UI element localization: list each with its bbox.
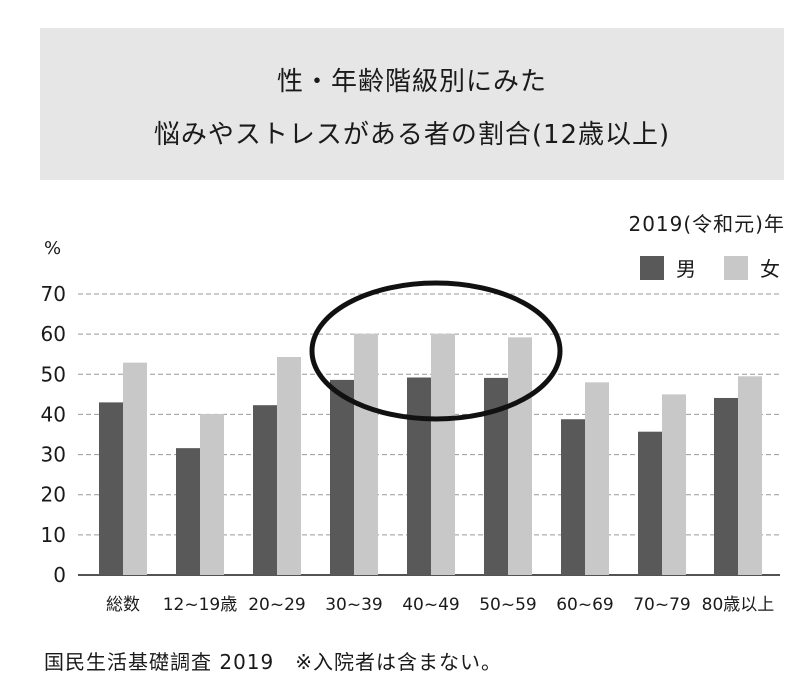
y-tick-label: 50 [41, 362, 66, 386]
bar-female [662, 394, 686, 575]
bar-female [123, 362, 147, 575]
year-label: 2019(令和元)年 [628, 212, 785, 236]
y-tick-label: 40 [41, 402, 66, 426]
bar-male [561, 419, 585, 575]
legend-swatch-male [640, 255, 664, 280]
y-tick-label: 0 [53, 563, 66, 587]
bar-male [99, 402, 123, 575]
chart-title-line-1: 性・年齢階級別にみた [276, 67, 547, 97]
bar-male [407, 377, 431, 575]
chart-title-box: 性・年齢階級別にみた 悩みやストレスがある者の割合(12歳以上) [40, 28, 784, 180]
legend-label-female: 女 [760, 257, 780, 281]
y-tick-label: 20 [41, 483, 66, 507]
y-tick-label: 60 [41, 322, 66, 346]
legend-item-male: 男 [640, 253, 696, 282]
highlight-ellipse [309, 280, 563, 422]
bar-female [585, 382, 609, 575]
y-tick-label: 70 [41, 282, 66, 306]
bar-female [200, 414, 224, 575]
x-tick-label: 30~39 [325, 595, 383, 615]
chart-title-line-2: 悩みやストレスがある者の割合(12歳以上) [153, 120, 671, 150]
bar-female [738, 376, 762, 575]
x-tick-label: 50~59 [479, 595, 537, 615]
x-tick-label: 12~19歳 [163, 595, 238, 615]
y-tick-label: 10 [41, 523, 66, 547]
bar-male [176, 448, 200, 575]
x-tick-label: 総数 [106, 595, 140, 615]
bar-male [714, 397, 738, 575]
legend-swatch-female [724, 255, 748, 280]
x-tick-label: 20~29 [248, 595, 306, 615]
x-tick-label: 80歳以上 [702, 595, 775, 615]
bar-female [431, 333, 455, 575]
bar-male [330, 379, 354, 575]
bar-male [638, 431, 662, 575]
bar-female [354, 333, 378, 575]
legend-label-male: 男 [676, 257, 696, 281]
y-tick-label: 30 [41, 443, 66, 467]
y-axis-unit: % [44, 238, 62, 259]
x-tick-label: 70~79 [633, 595, 691, 615]
x-tick-label: 60~69 [556, 595, 614, 615]
bar-male [253, 405, 277, 575]
legend-item-female: 女 [724, 253, 780, 282]
bar-female [277, 357, 301, 575]
x-tick-label: 40~49 [402, 595, 460, 615]
source-note: 国民生活基礎調査 2019 ※入院者は含まない。 [44, 650, 503, 674]
bar-female [508, 337, 532, 575]
